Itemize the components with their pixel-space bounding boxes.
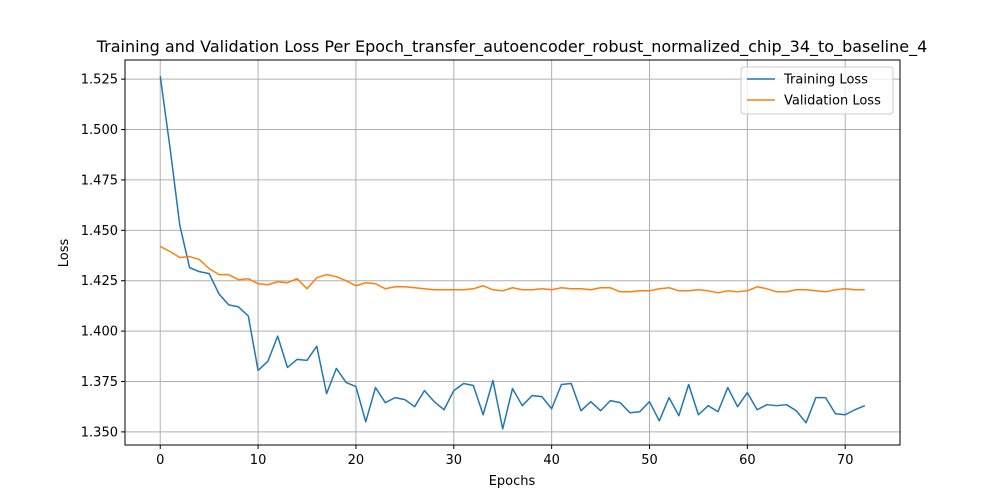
y-tick-label: 1.500 [81, 123, 118, 138]
legend-box [740, 66, 894, 115]
x-tick-label: 60 [739, 453, 756, 468]
y-tick-label: 1.350 [81, 425, 118, 440]
y-tick-label: 1.425 [81, 274, 118, 289]
x-axis: 0 10 20 30 40 50 60 70 [156, 445, 853, 468]
x-tick-label: 70 [837, 453, 854, 468]
chart-title: Training and Validation Loss Per Epoch_t… [96, 37, 928, 57]
legend: Training Loss Validation Loss [740, 66, 894, 115]
grid-lines [125, 60, 900, 445]
legend-label-validation-loss: Validation Loss [784, 94, 881, 109]
x-tick-label: 20 [348, 453, 365, 468]
validation-loss-line [159, 245, 865, 294]
y-axis-label: Loss [57, 239, 72, 268]
y-tick-label: 1.400 [81, 325, 118, 340]
y-tick-label: 1.475 [81, 173, 118, 188]
x-tick-label: 50 [641, 453, 658, 468]
training-loss-line [159, 76, 866, 430]
plot-area-frame [124, 59, 901, 446]
x-tick-label: 30 [446, 453, 463, 468]
y-tick-label: 1.375 [81, 375, 118, 390]
x-tick-label: 40 [543, 453, 560, 468]
y-axis: 1.350 1.375 1.400 1.425 1.450 1.475 1.500 1.525 [81, 73, 125, 440]
x-tick-label: 0 [156, 453, 164, 468]
y-tick-label: 1.525 [81, 73, 118, 88]
legend-label-training-loss: Training Loss [783, 73, 868, 88]
y-tick-label: 1.450 [81, 224, 118, 239]
x-tick-label: 10 [250, 453, 267, 468]
x-axis-label: Epochs [489, 474, 536, 489]
series-group [159, 76, 866, 430]
